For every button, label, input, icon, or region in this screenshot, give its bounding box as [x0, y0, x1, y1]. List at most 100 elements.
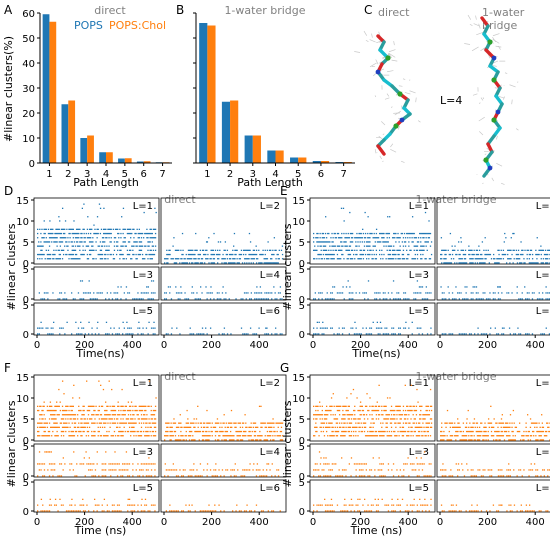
ts-point	[82, 327, 85, 329]
ts-point	[177, 475, 179, 477]
ts-point	[491, 426, 494, 428]
ts-point	[323, 327, 325, 329]
ts-point	[411, 333, 413, 335]
ts-point	[404, 237, 407, 239]
ts-point	[387, 232, 389, 235]
ts-point	[202, 439, 205, 441]
ts-point	[384, 504, 386, 506]
ts-point	[505, 237, 507, 239]
ts-point	[548, 292, 550, 294]
ts-point	[260, 292, 263, 294]
ts-point	[153, 253, 156, 256]
ts-point	[57, 475, 59, 477]
ts-point	[132, 414, 134, 416]
ts-point	[101, 292, 103, 294]
ts-point	[200, 286, 202, 288]
ts-point	[367, 435, 369, 437]
ts-point	[522, 435, 524, 437]
ts-point	[517, 249, 520, 251]
ts-point	[47, 333, 49, 335]
ts-point	[143, 258, 145, 260]
ts-point	[62, 435, 65, 437]
ts-point	[91, 405, 93, 407]
ts-point	[322, 426, 325, 428]
ts-point	[116, 504, 119, 506]
ts-point	[273, 430, 275, 433]
ts-point	[480, 475, 483, 477]
subplot-frame	[160, 479, 287, 513]
ts-point	[528, 298, 530, 300]
ts-point	[130, 249, 132, 251]
ts-point	[273, 426, 275, 428]
ts-point	[450, 333, 452, 335]
ts-point	[417, 435, 420, 437]
ts-point	[371, 418, 373, 420]
ts-point	[397, 409, 399, 412]
ts-point	[58, 253, 60, 256]
ts-point	[426, 422, 428, 424]
ts-point	[262, 253, 264, 256]
ts-point	[62, 418, 65, 420]
subplot-label: L=4	[536, 447, 550, 458]
ts-point	[262, 510, 264, 512]
ts-point	[192, 333, 195, 335]
ts-point	[316, 333, 318, 335]
ts-point	[186, 422, 189, 424]
ts-point	[465, 262, 468, 264]
ts-point	[470, 475, 472, 477]
bar-title-water-bridge: 1-water bridge	[224, 4, 305, 17]
ts-point	[120, 409, 122, 412]
ts-point	[197, 262, 199, 264]
ts-point	[542, 439, 545, 441]
ts-point	[280, 430, 283, 433]
ts-point	[358, 475, 361, 477]
ts-point	[132, 430, 134, 433]
ts-point	[254, 422, 257, 424]
ts-point	[113, 414, 116, 416]
ts-point	[461, 435, 463, 437]
ts-point	[39, 435, 41, 437]
ts-point	[482, 469, 484, 471]
ts-point	[514, 435, 516, 437]
ts-point	[128, 333, 131, 335]
ts-point	[37, 405, 39, 407]
panel-letter-e: E	[280, 184, 288, 198]
ts-point	[150, 504, 153, 506]
ts-point	[508, 439, 510, 441]
ts-point	[79, 280, 82, 282]
ts-point	[343, 504, 345, 506]
ts-point	[73, 258, 76, 260]
timeseries-title: direct	[164, 370, 196, 383]
ts-point	[369, 510, 371, 512]
lipid-tail-line	[375, 59, 379, 65]
ts-point	[313, 237, 315, 239]
ts-point	[48, 241, 51, 243]
ts-point	[471, 435, 473, 437]
ts-point	[38, 253, 40, 256]
ts-point	[220, 430, 222, 433]
ts-point	[121, 430, 123, 433]
ts-point	[235, 430, 237, 433]
ts-point	[75, 253, 78, 256]
ts-point	[249, 435, 251, 437]
ts-point	[383, 237, 385, 239]
ts-ytick-label: 5	[23, 442, 29, 453]
ts-point	[331, 327, 333, 329]
lipid-tail-line	[495, 135, 498, 140]
ts-point	[421, 435, 423, 437]
ts-point	[478, 249, 481, 251]
ts-point	[195, 422, 197, 424]
ts-point	[533, 435, 535, 437]
ts-point	[475, 298, 477, 300]
ts-point	[201, 292, 203, 294]
ts-point	[72, 414, 74, 416]
ts-point	[37, 463, 39, 465]
ts-point	[88, 463, 90, 465]
ts-point	[480, 430, 482, 433]
ts-point	[413, 422, 415, 424]
ts-point	[112, 414, 115, 416]
ts-point	[123, 237, 125, 239]
ts-point	[268, 262, 271, 264]
ts-point	[150, 327, 153, 329]
ts-point	[355, 463, 357, 465]
